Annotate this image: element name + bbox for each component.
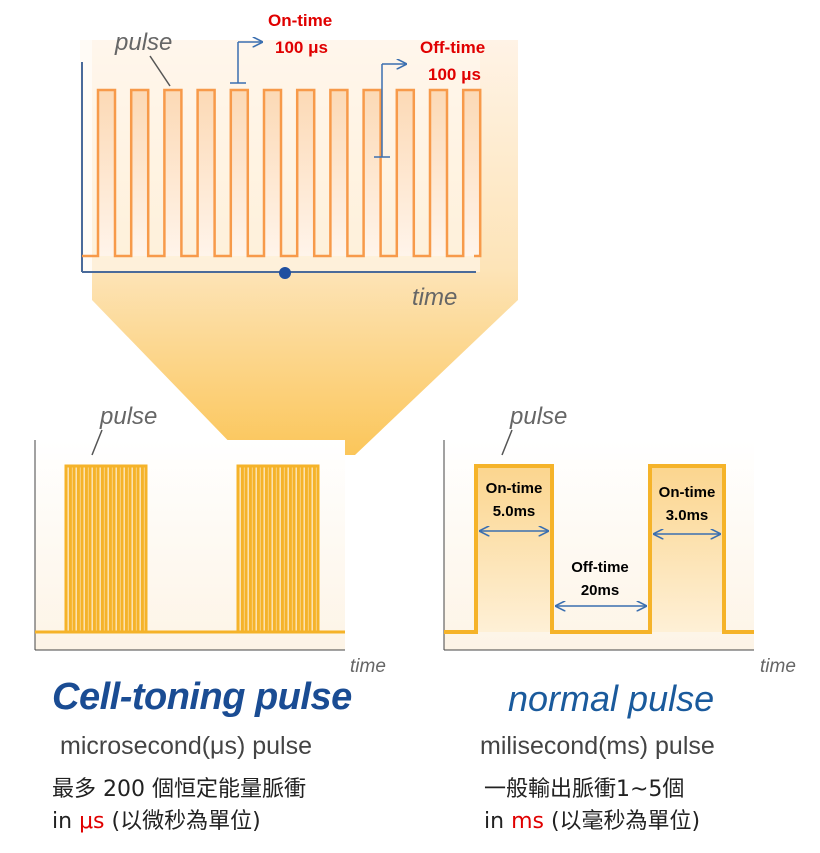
right-off-time-label: Off-time — [571, 559, 629, 576]
left-desc-unit: μs — [79, 809, 105, 834]
left-desc-line2: in μs (以微秒為單位) — [52, 806, 306, 838]
top-off-time-value: 100 μs — [428, 65, 481, 84]
left-pulse-pointer — [91, 429, 103, 456]
right-subtitle: milisecond(ms) pulse — [480, 732, 715, 760]
right-pulse-wave — [444, 464, 754, 634]
top-pulse-fill — [463, 90, 481, 256]
top-pulse-fill — [297, 90, 315, 256]
left-desc-suffix: (以微秒為單位) — [104, 809, 261, 834]
top-pulse-fill — [230, 90, 248, 256]
left-description: 最多 200 個恒定能量脈衝 in μs (以微秒為單位) — [52, 774, 306, 838]
zoom-point-dot — [279, 267, 291, 279]
right-pulse-pointer — [501, 429, 513, 456]
left-pulse-label: pulse — [99, 403, 157, 430]
right-desc-suffix: (以毫秒為單位) — [543, 809, 701, 834]
right-on-time-2-value: 3.0ms — [666, 507, 709, 524]
right-pulse-1-fill — [476, 466, 552, 632]
top-on-time-value: 100 μs — [275, 38, 328, 57]
right-title: normal pulse — [508, 678, 715, 719]
right-on-time-1-label: On-time — [486, 480, 543, 497]
top-pulse-wave — [82, 88, 482, 258]
left-subtitle: microsecond(μs) pulse — [60, 732, 312, 760]
right-desc-unit: ms — [511, 809, 544, 834]
left-time-label: time — [350, 656, 386, 677]
top-pulse-fill — [98, 90, 115, 256]
top-pulse-fill — [363, 90, 381, 256]
left-desc-line1: 最多 200 個恒定能量脈衝 — [52, 777, 306, 802]
left-desc-prefix: in — [52, 809, 80, 834]
top-pulse-pointer — [149, 55, 171, 87]
right-off-time-value: 20ms — [581, 582, 619, 599]
right-on-time-2-label: On-time — [659, 484, 716, 501]
right-pulse-label: pulse — [509, 403, 567, 430]
top-pulse-fill — [164, 90, 182, 256]
right-desc-line1: 一般輸出脈衝1~5個 — [484, 777, 685, 802]
right-time-label: time — [760, 656, 796, 677]
right-pulse-2-fill — [650, 466, 724, 632]
top-time-label: time — [412, 284, 457, 311]
top-pulse-fill — [131, 90, 149, 256]
right-desc-line2: in ms (以毫秒為單位) — [484, 806, 700, 838]
left-pulse-wave — [35, 464, 345, 634]
top-pulse-fill — [264, 90, 281, 256]
left-pulse-train — [35, 464, 345, 634]
top-pulse-fill — [330, 90, 348, 256]
top-pulse-label: pulse — [114, 29, 172, 56]
top-pulse-fill — [396, 90, 414, 256]
top-pulse-fill — [197, 90, 215, 256]
top-on-time-label: On-time — [268, 11, 332, 30]
right-description: 一般輸出脈衝1~5個 in ms (以毫秒為單位) — [484, 774, 700, 838]
left-title: Cell-toning pulse — [52, 676, 352, 718]
top-off-time-label: Off-time — [420, 38, 485, 57]
top-pulse-train — [82, 88, 482, 258]
top-pulse-fill — [430, 90, 447, 256]
right-desc-prefix: in — [484, 809, 512, 834]
right-on-time-1-value: 5.0ms — [493, 503, 536, 520]
